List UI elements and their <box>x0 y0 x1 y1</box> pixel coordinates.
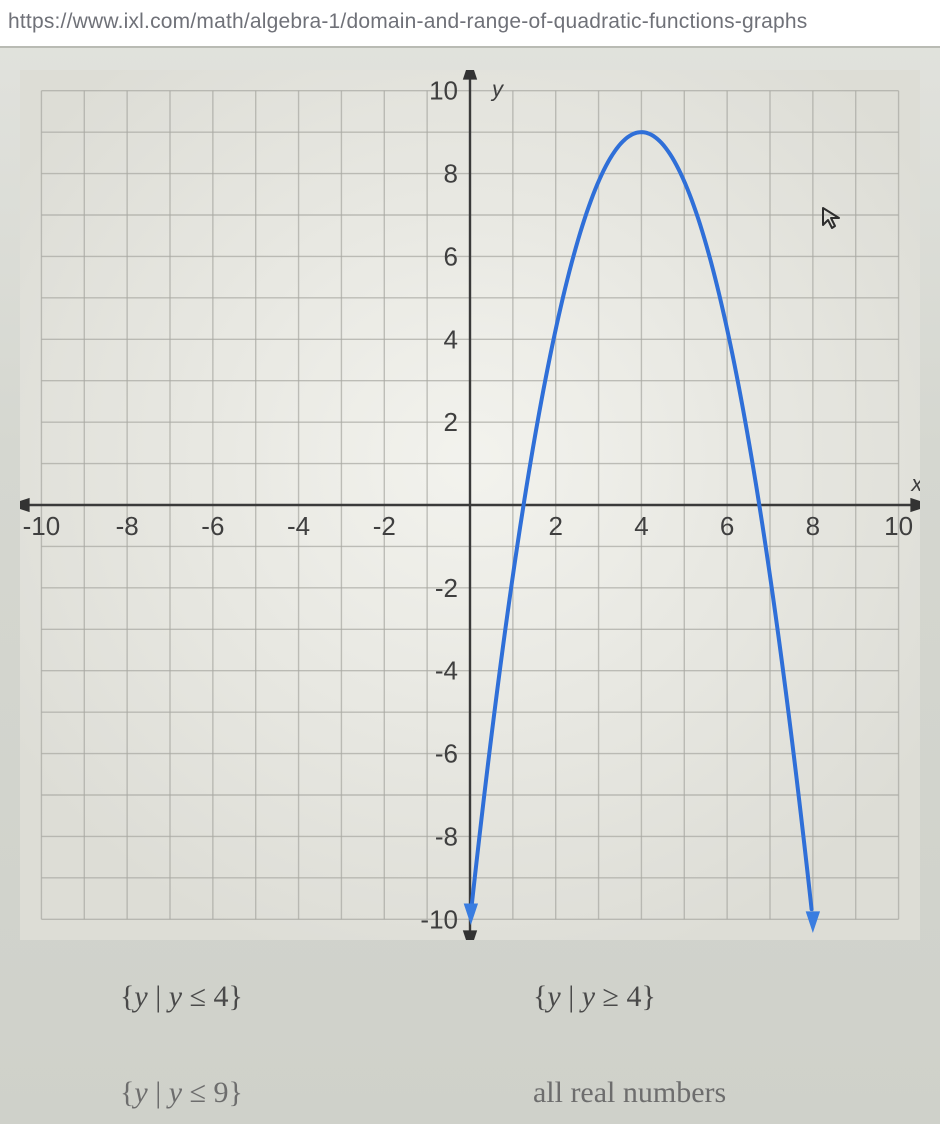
svg-text:6: 6 <box>720 511 734 541</box>
cursor-icon <box>820 205 846 238</box>
svg-text:8: 8 <box>806 511 820 541</box>
chart-container: -10 -8 -6 -4 -2 2 4 6 8 10 10 8 6 4 2 -2 -4 -6 -8 -10 y x <box>20 70 920 940</box>
answer-option-1[interactable]: {y | y ≤ 4} <box>120 980 243 1014</box>
svg-text:-2: -2 <box>373 511 396 541</box>
answer-row-1: {y | y ≤ 4} {y | y ≥ 4} <box>0 970 940 1014</box>
svg-text:8: 8 <box>444 159 458 189</box>
svg-text:2: 2 <box>444 407 458 437</box>
svg-text:-6: -6 <box>435 739 458 769</box>
svg-text:-4: -4 <box>287 511 310 541</box>
coordinate-graph: -10 -8 -6 -4 -2 2 4 6 8 10 10 8 6 4 2 -2 -4 -6 -8 -10 y x <box>20 70 920 940</box>
svg-text:4: 4 <box>634 511 648 541</box>
url-text: https://www.ixl.com/math/algebra-1/domai… <box>8 10 807 33</box>
answer-option-3[interactable]: {y | y ≤ 9} <box>120 1076 243 1110</box>
url-bar[interactable]: https://www.ixl.com/math/algebra-1/domai… <box>0 0 940 48</box>
svg-text:6: 6 <box>444 241 458 271</box>
answer-option-4[interactable]: all real numbers <box>533 1076 726 1110</box>
answer-option-2[interactable]: {y | y ≥ 4} <box>533 980 656 1014</box>
svg-text:4: 4 <box>444 324 458 354</box>
svg-text:-4: -4 <box>435 656 458 686</box>
svg-text:-6: -6 <box>201 511 224 541</box>
svg-text:2: 2 <box>548 511 562 541</box>
svg-text:-2: -2 <box>435 573 458 603</box>
svg-text:y: y <box>490 77 505 102</box>
answer-options: {y | y ≤ 4} {y | y ≥ 4} {y | y ≤ 9} all … <box>0 970 940 1110</box>
answer-row-2: {y | y ≤ 9} all real numbers <box>0 1066 940 1110</box>
svg-text:-8: -8 <box>116 511 139 541</box>
svg-text:x: x <box>910 471 920 496</box>
svg-text:10: 10 <box>884 511 913 541</box>
svg-text:-10: -10 <box>23 511 61 541</box>
page-root: https://www.ixl.com/math/algebra-1/domai… <box>0 0 940 1124</box>
svg-text:10: 10 <box>429 76 458 106</box>
svg-text:-8: -8 <box>435 821 458 851</box>
svg-text:-10: -10 <box>420 904 458 934</box>
